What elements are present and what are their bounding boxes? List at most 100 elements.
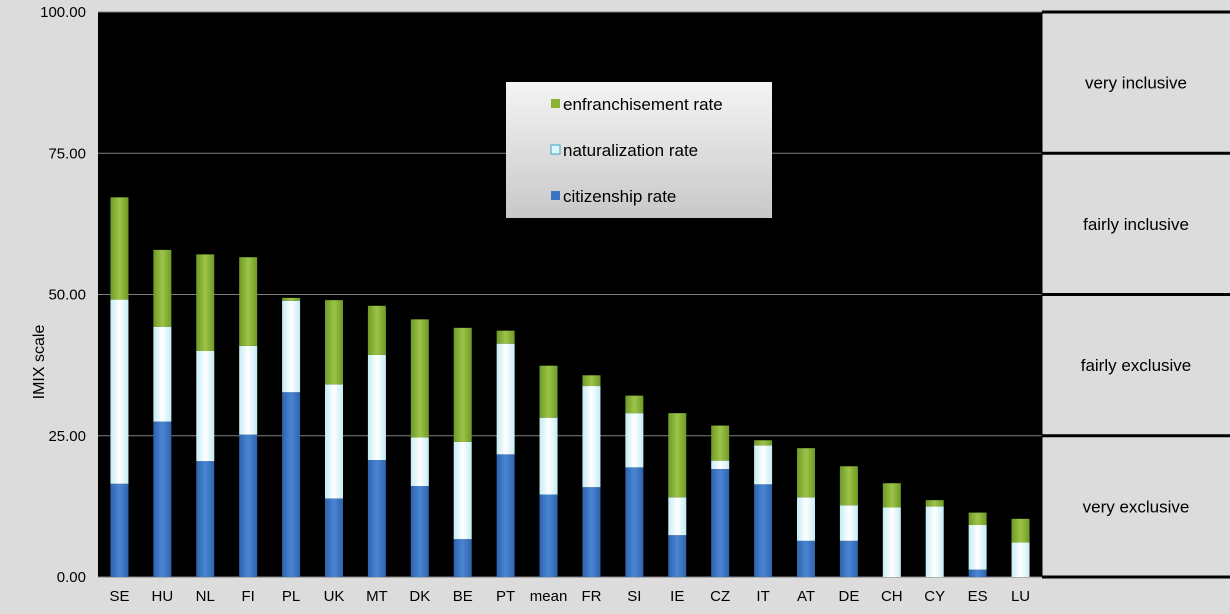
x-tick-label: IT (756, 588, 769, 605)
legend-label-naturalization-rate: naturalization rate (563, 141, 698, 160)
bar-citizenship-rate-MT (367, 460, 386, 577)
bar-citizenship-rate-SE (110, 483, 129, 577)
y-tick-label: 100.00 (40, 4, 86, 21)
bar-citizenship-rate-NL (196, 461, 215, 577)
bar-naturalization-rate-DE (839, 505, 858, 541)
bar-citizenship-rate-AT (797, 540, 815, 577)
x-tick-label: CY (924, 588, 945, 605)
x-tick-label: ES (968, 588, 988, 605)
x-tick-label: UK (324, 588, 345, 605)
bar-naturalization-rate-FR (582, 386, 601, 488)
bar-enfranchisement-rate-IE (668, 413, 687, 498)
bar-naturalization-rate-PT (496, 343, 515, 455)
bar-enfranchisement-rate-BE (453, 327, 472, 442)
bar-citizenship-rate-CZ (711, 469, 730, 577)
x-tick-label: FI (242, 588, 255, 605)
x-tick-label: AT (797, 588, 815, 605)
legend-label-citizenship-rate: citizenship rate (563, 187, 676, 206)
legend-swatch-enfranchisement-rate (551, 99, 560, 108)
y-tick-label: 0.00 (57, 569, 86, 586)
bar-citizenship-rate-IT (754, 484, 773, 577)
bar-citizenship-rate-FR (582, 487, 601, 577)
bar-naturalization-rate-BE (453, 441, 472, 540)
bar-enfranchisement-rate-FI (239, 257, 258, 346)
bar-naturalization-rate-CZ (711, 460, 730, 470)
x-tick-label: FR (581, 588, 601, 605)
bar-enfranchisement-rate-mean (539, 365, 558, 418)
x-tick-label: BE (453, 588, 473, 605)
bar-citizenship-rate-SI (625, 467, 644, 577)
x-tick-label: SI (627, 588, 641, 605)
bar-enfranchisement-rate-PT (496, 330, 515, 344)
bar-enfranchisement-rate-HU (153, 249, 172, 327)
bar-naturalization-rate-SI (625, 413, 644, 468)
x-tick-label: NL (196, 588, 215, 605)
bar-naturalization-rate-DK (410, 437, 429, 487)
x-tick-label: IE (670, 588, 684, 605)
bar-naturalization-rate-CH (882, 507, 901, 577)
y-axis-tick-labels: 0.00 25.00 50.00 75.00 100.00 (40, 4, 86, 586)
y-tick-label: 50.00 (48, 287, 86, 304)
x-axis-tick-labels: SE HU NL FI PL UK MT DK BE PT mean FR SI IE CZ IT AT DE CH… (109, 588, 1030, 605)
bar-enfranchisement-rate-AT (797, 448, 815, 498)
bar-enfranchisement-rate-LU (1011, 518, 1030, 543)
bar-citizenship-rate-BE (453, 539, 472, 577)
x-tick-label: DK (409, 588, 430, 605)
bar-enfranchisement-rate-CZ (711, 425, 730, 461)
bar-citizenship-rate-IE (668, 535, 687, 577)
bar-naturalization-rate-MT (367, 354, 386, 461)
bars (110, 197, 1030, 577)
bar-enfranchisement-rate-IT (754, 440, 773, 446)
x-tick-label: CH (881, 588, 903, 605)
bar-naturalization-rate-IE (668, 497, 687, 536)
bar-citizenship-rate-DE (839, 540, 858, 577)
bar-naturalization-rate-mean (539, 417, 558, 495)
inclusiveness-bands: very inclusive fairly inclusive fairly exc… (1041, 10, 1230, 579)
bar-citizenship-rate-UK (325, 498, 343, 577)
bar-citizenship-rate-mean (539, 494, 558, 577)
x-tick-label: CZ (710, 588, 730, 605)
bar-citizenship-rate-PL (282, 392, 301, 577)
bar-enfranchisement-rate-PL (282, 297, 301, 301)
band-label: very inclusive (1085, 74, 1187, 93)
bar-enfranchisement-rate-ES (968, 512, 987, 526)
bar-naturalization-rate-SE (110, 299, 129, 484)
x-tick-label: HU (152, 588, 174, 605)
bar-naturalization-rate-NL (196, 351, 215, 462)
bar-enfranchisement-rate-NL (196, 254, 215, 351)
y-tick-label: 25.00 (48, 428, 86, 445)
bar-naturalization-rate-IT (754, 445, 773, 485)
bar-enfranchisement-rate-CH (882, 483, 901, 508)
bar-naturalization-rate-UK (325, 384, 343, 499)
bar-citizenship-rate-DK (410, 486, 429, 577)
x-tick-label: DE (838, 588, 859, 605)
x-tick-label: MT (366, 588, 388, 605)
bar-naturalization-rate-LU (1011, 542, 1030, 577)
legend-swatch-citizenship-rate (551, 191, 560, 200)
bar-citizenship-rate-PT (496, 454, 515, 577)
band-label: very exclusive (1083, 497, 1190, 516)
bar-enfranchisement-rate-FR (582, 375, 601, 387)
x-tick-label: PT (496, 588, 515, 605)
legend-swatch-naturalization-rate (550, 144, 561, 155)
bar-citizenship-rate-ES (968, 569, 987, 577)
y-tick-label: 75.00 (48, 145, 86, 162)
x-tick-label: PL (282, 588, 300, 605)
bar-citizenship-rate-HU (153, 421, 172, 577)
bar-naturalization-rate-CY (925, 506, 944, 577)
bar-enfranchisement-rate-SE (110, 197, 129, 300)
legend-label-enfranchisement-rate: enfranchisement rate (563, 95, 723, 114)
bar-naturalization-rate-PL (282, 300, 301, 393)
legend-box (506, 82, 772, 218)
x-tick-label: LU (1011, 588, 1030, 605)
bar-naturalization-rate-AT (797, 497, 815, 541)
x-tick-label: mean (530, 588, 568, 605)
bar-enfranchisement-rate-DE (839, 466, 858, 506)
band-label: fairly inclusive (1083, 215, 1189, 234)
bar-naturalization-rate-ES (968, 525, 987, 570)
bar-naturalization-rate-FI (239, 345, 258, 435)
bar-enfranchisement-rate-DK (410, 319, 429, 438)
bar-enfranchisement-rate-SI (625, 395, 644, 414)
legend: enfranchisement rate naturalization rate c… (506, 82, 772, 218)
